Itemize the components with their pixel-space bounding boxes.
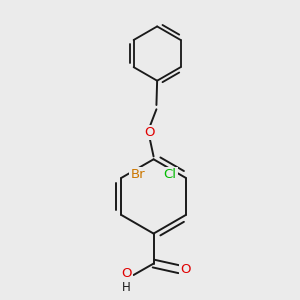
Text: Cl: Cl <box>164 169 176 182</box>
Text: O: O <box>181 263 191 276</box>
Text: O: O <box>121 267 132 280</box>
Text: Br: Br <box>130 169 145 182</box>
Text: O: O <box>144 126 154 139</box>
Text: H: H <box>122 280 131 294</box>
